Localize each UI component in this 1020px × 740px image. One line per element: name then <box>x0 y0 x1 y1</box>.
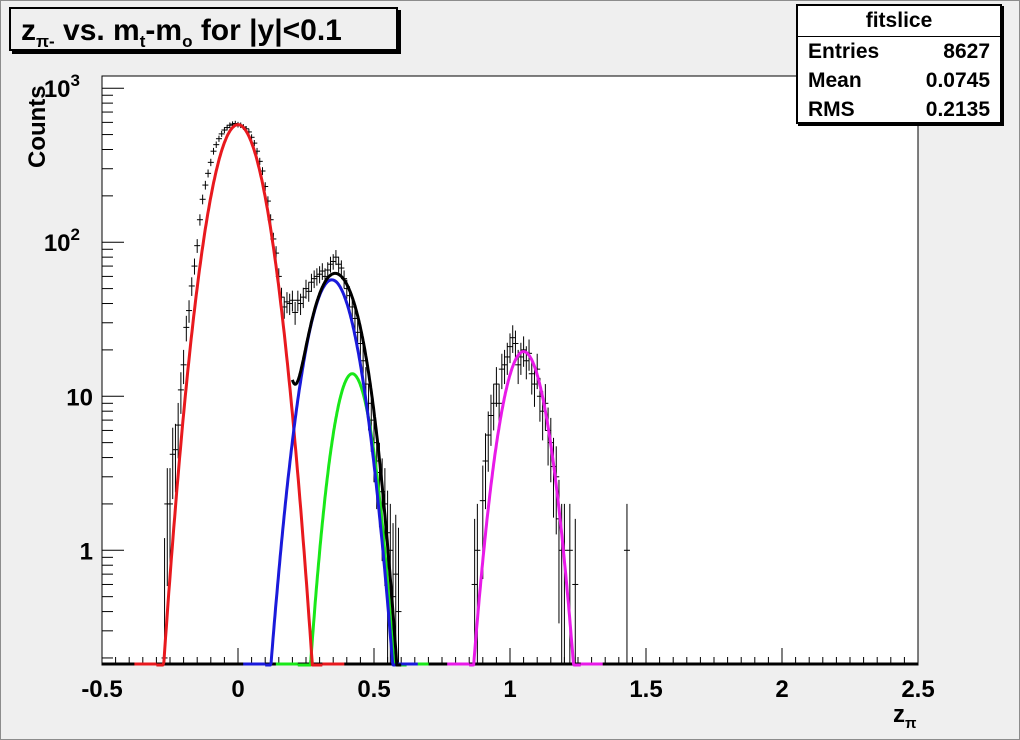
x-tick-label: 2 <box>775 676 788 703</box>
x-tick-label: 0 <box>231 676 244 703</box>
stats-box: fitslice Entries 8627 Mean 0.0745 RMS 0.… <box>796 4 1002 124</box>
stats-row-entries: Entries 8627 <box>798 37 1000 66</box>
fit-curve-pion <box>155 123 323 667</box>
stats-value: 8627 <box>943 40 990 63</box>
title-mo-sub: o <box>182 32 193 51</box>
x-tick-label: -0.5 <box>81 676 122 703</box>
title-rest: for |y|<0.1 <box>192 14 342 47</box>
chart-title: zπ- vs. mt-mo for |y|<0.1 <box>9 7 398 51</box>
x-tick-label: 1 <box>503 676 516 703</box>
fit-curve-deuteron <box>468 350 582 667</box>
fit-curve-kaon <box>264 278 397 667</box>
y-tick-exponent: 2 <box>71 225 80 244</box>
y-tick-label: 103 <box>44 71 80 103</box>
x-axis-title-sub: π <box>905 715 917 732</box>
x-tick-label: 2.5 <box>901 676 934 703</box>
axes: -0.5 0 0.5 1 1.5 2 2.5 1 10 102 103 <box>44 71 935 703</box>
stats-label: RMS <box>808 98 855 121</box>
title-z-sub: π- <box>36 32 55 51</box>
title-z: z <box>21 14 36 47</box>
stats-label: Mean <box>808 69 862 92</box>
x-tick-label: 0.5 <box>357 676 390 703</box>
stats-title: fitslice <box>798 6 1000 37</box>
stats-label: Entries <box>808 40 880 63</box>
title-dash: -m <box>145 14 183 47</box>
title-mt-sub: t <box>139 32 146 51</box>
y-axis-title: Counts <box>24 85 51 168</box>
x-axis-title: zπ <box>893 701 917 732</box>
fit-curve-proton_light <box>296 372 408 667</box>
fit-curve-total <box>290 271 403 667</box>
y-tick-label: 1 <box>80 538 93 565</box>
title-mid: vs. m <box>54 14 140 47</box>
stats-row-mean: Mean 0.0745 <box>798 66 1000 95</box>
fit-curves <box>102 123 918 667</box>
y-tick-exponent: 3 <box>71 71 80 90</box>
x-tick-label: 1.5 <box>629 676 662 703</box>
y-tick-label: 102 <box>44 225 80 257</box>
stats-row-rms: RMS 0.2135 <box>798 95 1000 124</box>
stats-value: 0.0745 <box>925 69 990 92</box>
y-tick-label: 10 <box>66 384 93 411</box>
stats-value: 0.2135 <box>925 98 990 121</box>
